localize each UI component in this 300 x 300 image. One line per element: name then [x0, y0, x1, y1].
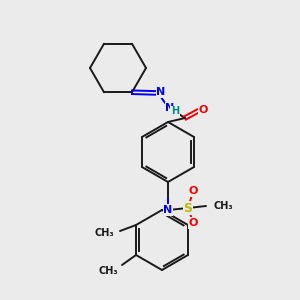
Text: O: O [198, 105, 208, 115]
Text: N: N [156, 87, 166, 97]
Text: CH₃: CH₃ [98, 266, 118, 276]
Text: H: H [171, 106, 179, 116]
Text: O: O [188, 218, 198, 228]
Text: S: S [184, 202, 193, 214]
Text: N: N [165, 103, 175, 113]
Text: N: N [164, 205, 172, 215]
Text: O: O [188, 186, 198, 196]
Text: CH₃: CH₃ [94, 228, 114, 238]
Text: CH₃: CH₃ [214, 201, 234, 211]
